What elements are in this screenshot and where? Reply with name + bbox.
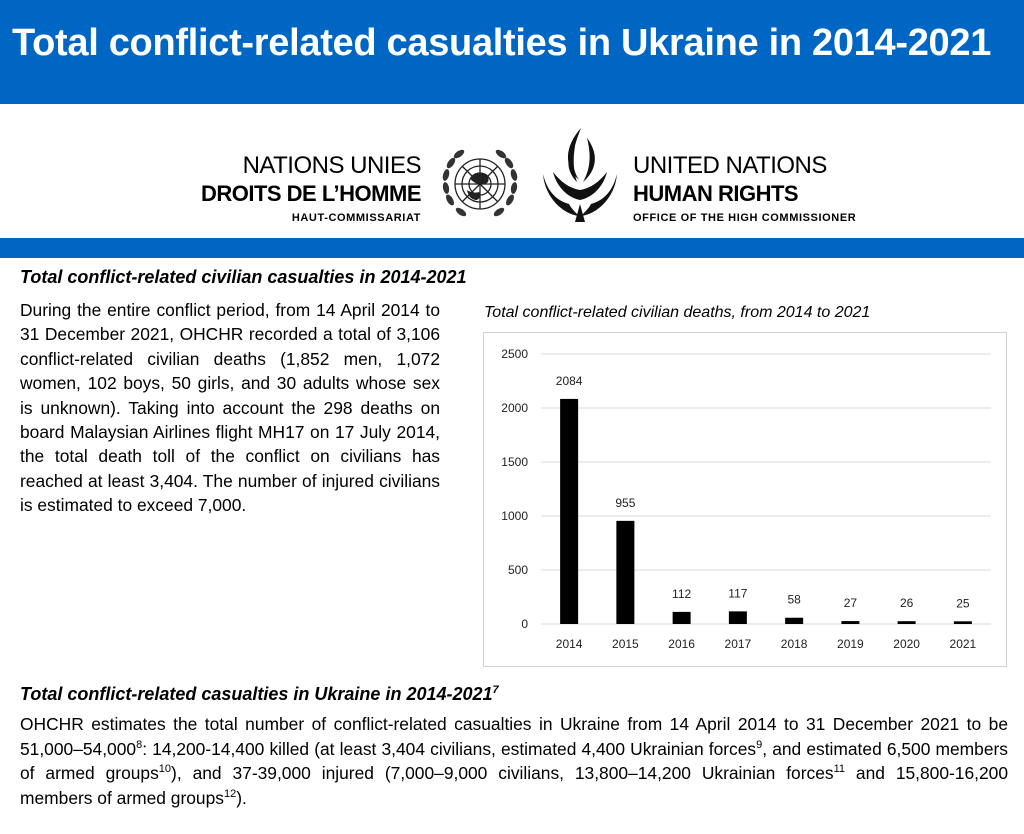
logo-en-line3: OFFICE OF THE HIGH COMMISSIONER [633, 212, 857, 224]
y-tick-label: 500 [508, 563, 528, 577]
y-tick-label: 1000 [501, 509, 528, 523]
title-banner: Total conflict-related casualties in Ukr… [0, 0, 1024, 104]
human-rights-flame-icon [543, 128, 617, 222]
footnote-ref: 10 [158, 763, 172, 776]
y-tick-label: 1500 [501, 455, 528, 469]
x-tick-label: 2019 [837, 637, 864, 651]
paragraph-segment: OHCHR estimates the total number of conf… [20, 714, 1008, 759]
bar-2014 [560, 398, 579, 624]
x-tick-label: 2021 [950, 637, 977, 651]
data-label: 26 [900, 596, 914, 610]
paragraph-total-casualties: OHCHR estimates the total number of conf… [20, 712, 1008, 810]
data-label: 25 [956, 596, 970, 610]
bar-2021 [953, 621, 972, 624]
data-label: 58 [787, 593, 801, 607]
x-tick-label: 2015 [612, 637, 639, 651]
paragraph-segment: ), and 37-39,000 injured (7,000–9,000 ci… [171, 763, 834, 784]
logo-fr-line3: HAUT-COMMISSARIAT [291, 212, 421, 224]
footnote-ref: 11 [833, 763, 845, 776]
page-title: Total conflict-related casualties in Ukr… [12, 22, 992, 64]
bar-2018 [785, 617, 804, 624]
y-tick-label: 2000 [501, 401, 528, 415]
data-label: 955 [615, 496, 635, 510]
data-label: 27 [844, 596, 858, 610]
section-heading-civilian: Total conflict-related civilian casualti… [20, 267, 467, 287]
section-heading-total: Total conflict-related casualties in Ukr… [20, 684, 499, 705]
y-tick-label: 2500 [501, 347, 528, 361]
logo-text-fr: NATIONS UNIES DROITS DE L’HOMME HAUT-COM… [200, 152, 422, 229]
bar-chart: 0 500 1000 1500 2000 2500 2084 2014 955 2015 112 20… [483, 332, 1007, 667]
bar-2020 [897, 621, 916, 624]
footnote-ref: 7 [492, 684, 499, 696]
logo-en-line2: HUMAN RIGHTS [633, 181, 799, 206]
x-tick-label: 2014 [556, 637, 583, 651]
logo-en-line1: UNITED NATIONS [633, 152, 827, 179]
un-emblem-icon [442, 149, 518, 217]
logo-text-en: UNITED NATIONS HUMAN RIGHTS OFFICE OF TH… [633, 152, 856, 229]
logo-fr-line1: NATIONS UNIES [242, 152, 422, 179]
bar-2015 [616, 520, 635, 624]
paragraph-civilian-casualties: During the entire conflict period, from … [20, 300, 440, 516]
bar-2019 [841, 621, 860, 624]
x-tick-label: 2020 [893, 637, 920, 651]
chart-title: Total conflict-related civilian deaths, … [484, 304, 871, 321]
divider-bar [0, 238, 1024, 258]
footnote-ref: 12 [223, 787, 237, 800]
paragraph-segment: and 15,800-16,200 members of armed group… [20, 763, 1009, 808]
section-heading-total-text: Total conflict-related casualties in Ukr… [20, 684, 493, 704]
bar-2017 [728, 611, 747, 624]
paragraph-segment: ). [236, 787, 247, 808]
data-label: 112 [672, 587, 691, 601]
logo-fr-line2: DROITS DE L’HOMME [200, 181, 422, 206]
x-tick-label: 2016 [668, 637, 695, 651]
footnote-ref: 8 [136, 738, 143, 751]
bar-2016 [672, 611, 691, 624]
paragraph-segment: , and estimated 6,500 members of armed g… [20, 738, 1008, 784]
paragraph-segment: : 14,200-14,400 killed (at least 3,404 c… [142, 738, 757, 759]
x-tick-label: 2017 [725, 637, 752, 651]
y-tick-label: 0 [521, 617, 528, 631]
data-label: 2084 [556, 374, 583, 388]
data-label: 117 [728, 586, 747, 600]
x-tick-label: 2018 [781, 637, 808, 651]
footnote-ref: 9 [756, 738, 763, 751]
